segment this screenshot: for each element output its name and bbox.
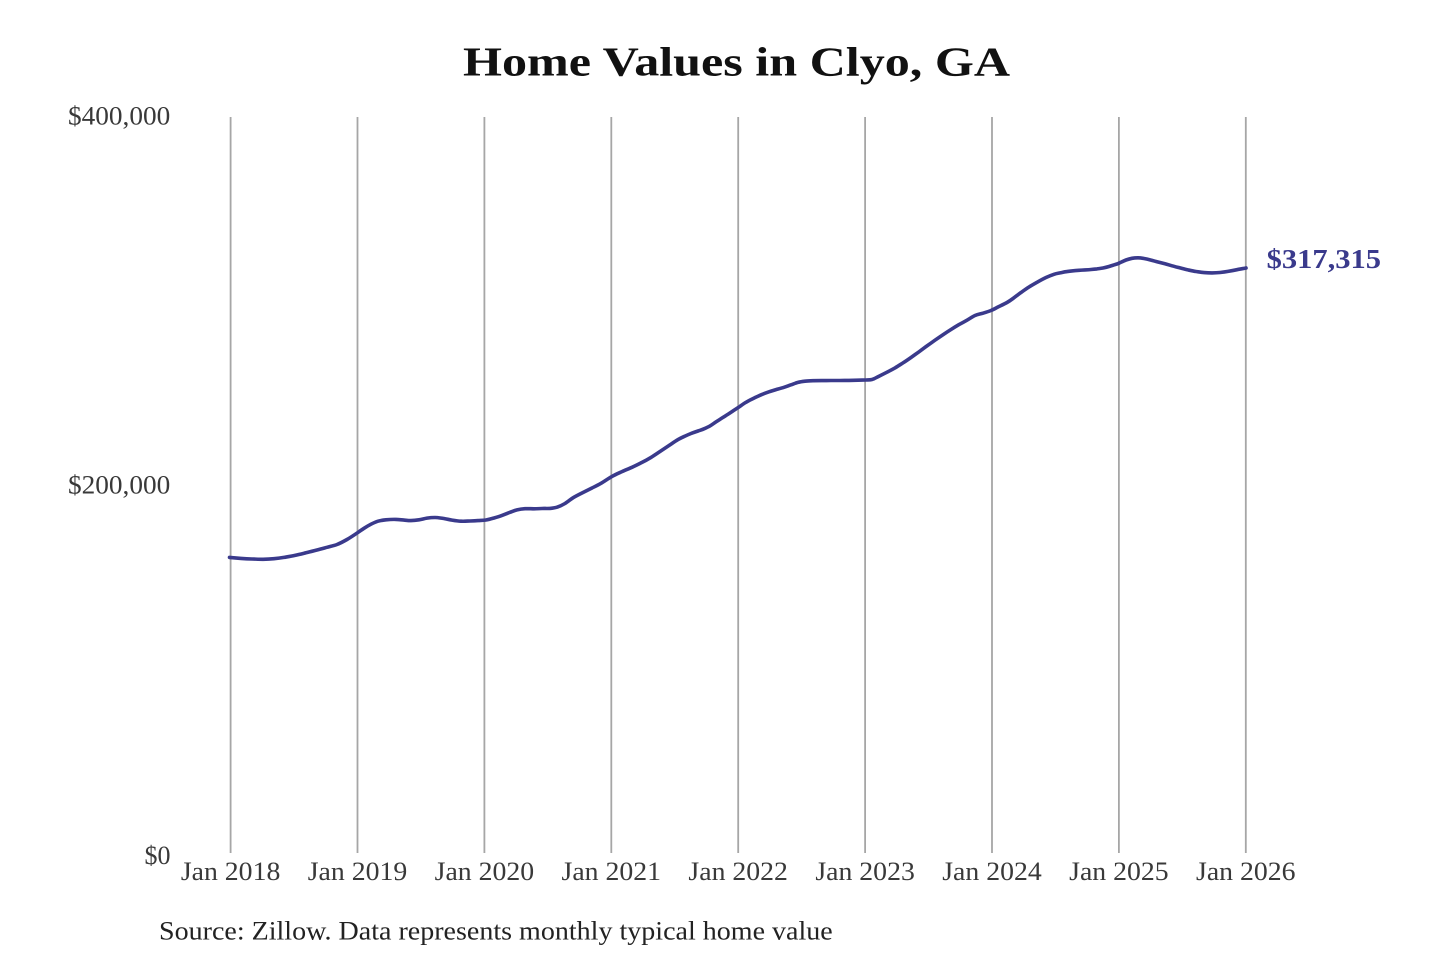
svg-text:Home Values in Clyo, GA: Home Values in Clyo, GA — [463, 38, 1010, 84]
svg-text:Jan 2019: Jan 2019 — [308, 857, 408, 886]
svg-text:Jan 2023: Jan 2023 — [815, 857, 915, 886]
svg-text:$200,000: $200,000 — [68, 471, 170, 500]
svg-text:Jan 2025: Jan 2025 — [1069, 857, 1169, 886]
svg-text:$400,000: $400,000 — [68, 102, 170, 131]
svg-text:$317,315: $317,315 — [1267, 244, 1381, 274]
svg-text:Jan 2020: Jan 2020 — [435, 857, 535, 886]
svg-text:Jan 2022: Jan 2022 — [688, 857, 788, 886]
svg-text:Jan 2026: Jan 2026 — [1196, 857, 1296, 886]
svg-text:Jan 2024: Jan 2024 — [942, 857, 1042, 886]
svg-text:$0: $0 — [145, 841, 171, 870]
svg-text:Jan 2018: Jan 2018 — [181, 857, 281, 886]
svg-text:Jan 2021: Jan 2021 — [562, 857, 662, 886]
svg-text:Source: Zillow. Data represent: Source: Zillow. Data represents monthly … — [159, 917, 833, 946]
